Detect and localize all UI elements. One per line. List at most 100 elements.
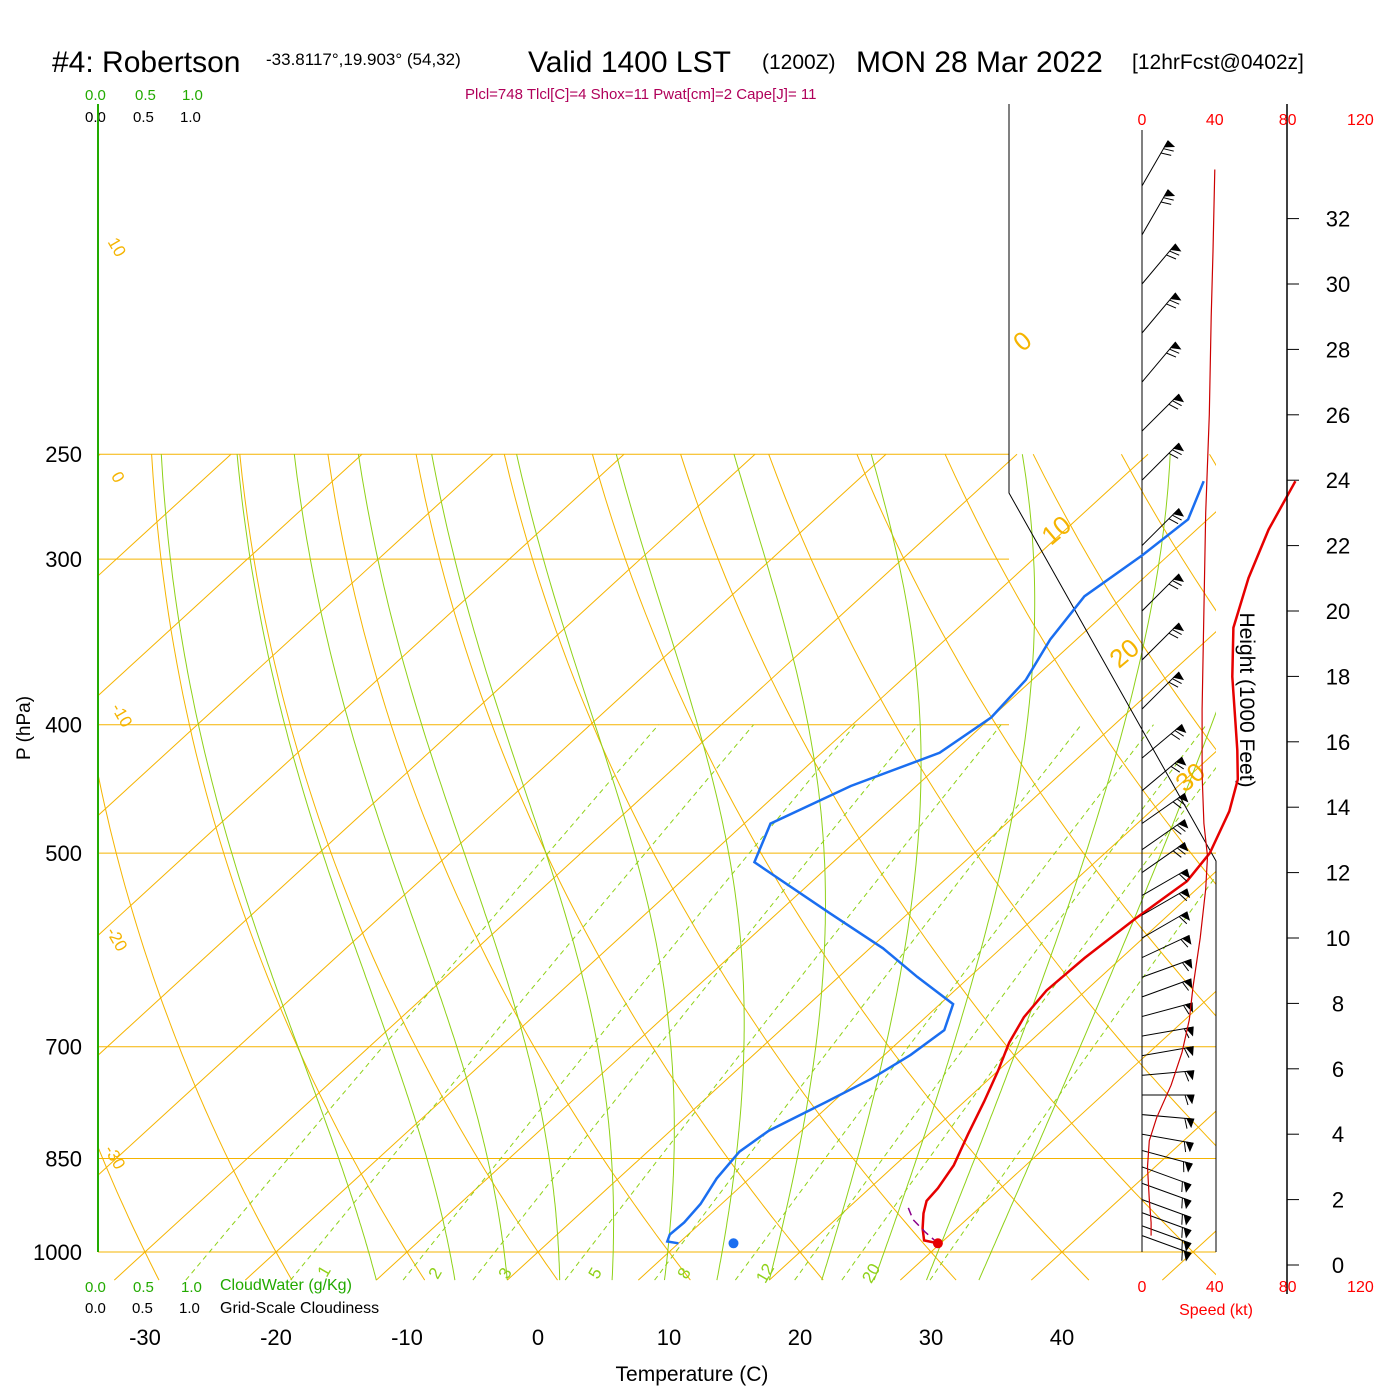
barb-feather (1169, 250, 1180, 256)
sounding-series (665, 480, 1297, 1249)
cloudwater-scale-top-0: 0.0 (85, 87, 106, 104)
series-temperature (921, 480, 1297, 1245)
height-tick-label: 20 (1326, 599, 1350, 624)
plot-frame (97, 104, 1217, 1252)
upper-isotherm-label: 10 (1035, 509, 1076, 551)
barb-flag (1183, 1240, 1192, 1252)
isotherm-label: -30 (100, 1142, 129, 1173)
barb-feather (1168, 403, 1179, 410)
wind-barb (1141, 671, 1185, 710)
barb-flag (1172, 671, 1185, 681)
barb-flag (1169, 292, 1182, 301)
wind-barb (1141, 622, 1185, 661)
forecast-run: [12hrFcst@0402z] (1132, 51, 1304, 74)
barb-feather (1160, 152, 1172, 156)
wind-barb (1141, 1199, 1192, 1226)
moist-adiabat (615, 454, 745, 1281)
barb-shaft (1141, 819, 1185, 851)
forecast-date: MON 28 Mar 2022 (856, 46, 1103, 79)
barb-feather (1176, 824, 1186, 832)
height-tick-label: 0 (1332, 1253, 1344, 1278)
speed-tick-label-bottom: 80 (1279, 1279, 1297, 1296)
barb-flag (1175, 723, 1187, 733)
cloudiness-scale-top-2: 1.0 (180, 109, 201, 126)
moist-adiabat (873, 454, 1036, 1281)
height-tick-label: 28 (1326, 337, 1350, 362)
dry-adiabat (98, 771, 293, 1281)
series-dewpoint (665, 480, 1205, 1245)
isotherm-line (637, 750, 1216, 1281)
barb-flag (1185, 1070, 1195, 1081)
isotherm-line (98, 453, 363, 697)
surface-dewpoint-marker (728, 1238, 739, 1249)
barb-shaft (1141, 341, 1176, 383)
wind-barb (1141, 888, 1191, 916)
wind-barb (1141, 442, 1185, 481)
wind-barb (1141, 934, 1192, 959)
barb-shaft (1141, 573, 1180, 612)
moist-adiabat (516, 454, 675, 1281)
dry-adiabat (944, 453, 1216, 886)
wind-barb (1141, 507, 1185, 546)
dry-adiabat (591, 454, 1090, 1281)
mixing-ratio-label: 12 (752, 1260, 778, 1286)
wind-barb (1141, 292, 1182, 334)
barb-flag (1183, 978, 1193, 989)
height-tick-label: 26 (1326, 403, 1350, 428)
barb-flag (1175, 756, 1187, 766)
mixing-ratio-line (841, 766, 1216, 1281)
station-coords: -33.8117°,19.903° (54,32) (266, 50, 461, 69)
barb-feather (1160, 201, 1172, 205)
dry-adiabat (503, 454, 957, 1281)
cloudwater-label: CloudWater (g/Kg) (220, 1277, 352, 1294)
barb-shaft (1141, 724, 1183, 759)
height-tick-label: 6 (1332, 1057, 1344, 1082)
height-tick-label: 32 (1326, 207, 1350, 232)
wind-barb (1141, 1212, 1192, 1239)
mixing-ratio-line (734, 724, 1154, 1281)
barb-flag (1186, 1094, 1195, 1105)
moist-adiabat (293, 454, 508, 1281)
height-tick-label: 8 (1332, 991, 1344, 1016)
barb-flag (1172, 622, 1185, 632)
barb-feather (1181, 1227, 1183, 1238)
wind-barb (1141, 723, 1187, 759)
speed-tick-label-bottom: 40 (1206, 1279, 1224, 1296)
isotherm-line (98, 453, 625, 937)
dry-adiabat (0, 454, 26, 1280)
barb-flag (1185, 1141, 1194, 1153)
wind-barb (1141, 756, 1187, 792)
barb-flag (1169, 341, 1182, 350)
barb-feather (1184, 1118, 1188, 1129)
barb-feather (1172, 678, 1182, 685)
wind-speed-profile (1146, 169, 1216, 1236)
barb-feather (1178, 893, 1188, 902)
mixing-ratio-line (794, 724, 1207, 1281)
isotherm-line (375, 511, 1216, 1281)
surface-temperature-marker (932, 1238, 943, 1249)
barb-flag (1172, 393, 1185, 403)
wind-barb (1141, 819, 1189, 851)
isotherm-line (98, 453, 494, 817)
wind-barb (1141, 1114, 1195, 1129)
barb-feather (1181, 1240, 1183, 1251)
x-tick-label: -10 (391, 1325, 423, 1350)
wind-barb (1141, 842, 1189, 874)
dry-adiabat (856, 454, 1216, 1017)
height-tick-label: 22 (1326, 534, 1350, 559)
barb-feather (1166, 254, 1177, 260)
wind-barb (1142, 1094, 1195, 1106)
barb-feather (1183, 1048, 1190, 1058)
x-tick-label: 20 (788, 1325, 812, 1350)
height-and-speed-axes: 0246810121416182022242628303200404080801… (1138, 104, 1374, 1296)
cloudiness-scale-bottom-2: 1.0 (179, 1300, 200, 1317)
barb-feather (1169, 348, 1180, 354)
isotherm-line (899, 990, 1216, 1281)
barb-feather (1172, 801, 1182, 809)
barb-flag (1181, 934, 1192, 945)
barb-flag (1163, 189, 1176, 197)
isotherm-line (113, 453, 1018, 1281)
barb-flag (1172, 573, 1185, 583)
isotherm-line (98, 453, 887, 1176)
